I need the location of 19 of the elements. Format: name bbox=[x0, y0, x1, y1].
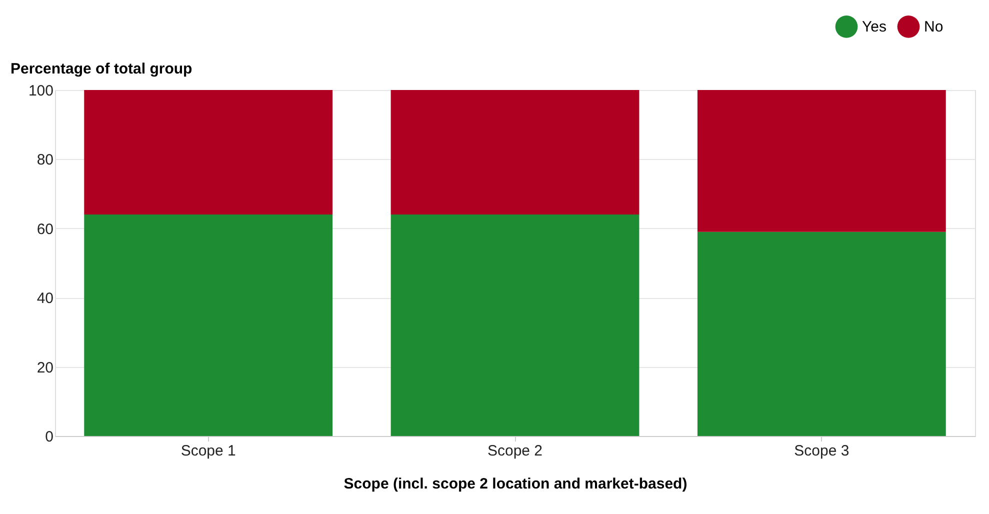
y-tick-label: 60 bbox=[36, 220, 54, 238]
bar bbox=[697, 232, 946, 436]
x-axis-title: Scope (incl. scope 2 location and market-based) bbox=[344, 476, 688, 492]
legend-label: Yes bbox=[862, 18, 886, 36]
x-tick-label: Scope 2 bbox=[487, 442, 543, 460]
bar bbox=[84, 90, 333, 215]
bar bbox=[390, 90, 640, 215]
y-tick-label: 80 bbox=[36, 152, 54, 169]
y-tick-label: 0 bbox=[45, 428, 54, 446]
y-tick-label: 100 bbox=[28, 82, 54, 100]
bar bbox=[697, 90, 946, 232]
y-axis-title: Percentage of total group bbox=[10, 60, 192, 78]
x-tick-label: Scope 3 bbox=[794, 442, 850, 460]
y-tick-label: 40 bbox=[36, 290, 54, 308]
bar bbox=[390, 214, 640, 436]
legend-label: No bbox=[924, 18, 944, 36]
y-tick-label: 20 bbox=[36, 359, 54, 376]
x-tick-label: Scope 1 bbox=[180, 442, 236, 460]
bar bbox=[84, 214, 333, 436]
